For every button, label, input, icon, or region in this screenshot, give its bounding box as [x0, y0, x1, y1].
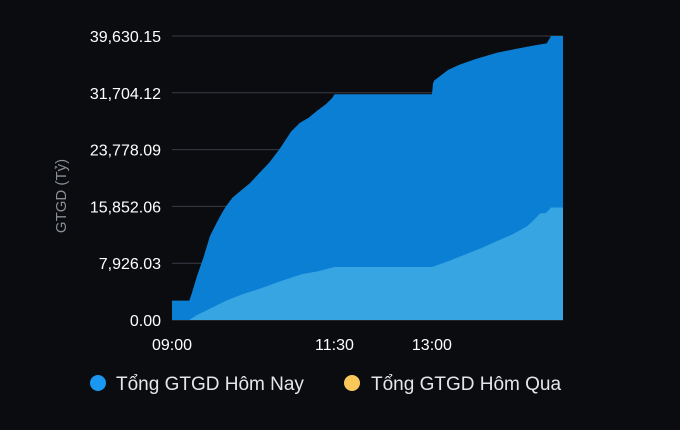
y-tick-label: 23,778.09	[90, 143, 161, 160]
y-tick-label: 7,926.03	[99, 256, 161, 273]
y-tick-label: 39,630.15	[90, 29, 161, 46]
x-tick-label: 13:00	[412, 337, 452, 354]
area-layer	[172, 36, 563, 321]
legend-label: Tổng GTGD Hôm Qua	[371, 374, 561, 395]
y-tick-label: 15,852.06	[90, 199, 161, 216]
area-series-today	[172, 36, 563, 321]
y-tick-label: 31,704.12	[90, 86, 161, 103]
legend-label: Tổng GTGD Hôm Nay	[116, 374, 304, 395]
x-tick-label: 11:30	[315, 337, 354, 354]
y-tick-label: 0.00	[130, 313, 161, 330]
x-axis-ticks: 09:00 11:30 13:00	[152, 337, 452, 354]
area-series-yesterday	[172, 207, 563, 320]
x-tick-label: 09:00	[152, 337, 192, 354]
y-axis-ticks: 0.00 7,926.03 15,852.06 23,778.09 31,704.12 3…	[90, 29, 161, 330]
legend-marker	[90, 375, 106, 391]
legend-marker	[344, 375, 360, 391]
legend: Tổng GTGD Hôm Nay Tổng GTGD Hôm Qua	[90, 374, 561, 395]
y-axis-title: GTGD (Tỷ)	[53, 159, 70, 233]
